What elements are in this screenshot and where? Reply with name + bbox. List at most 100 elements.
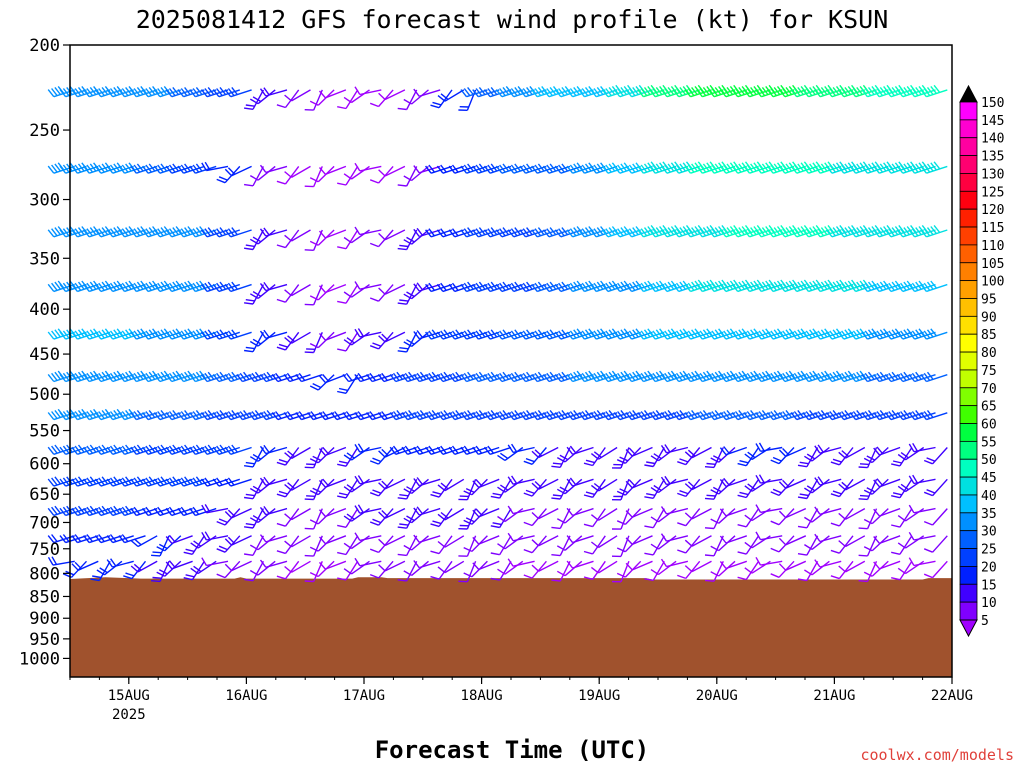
wind-barb: [212, 86, 241, 98]
wind-barb: [566, 477, 594, 487]
wind-barb: [284, 446, 311, 460]
wind-barb: [483, 86, 512, 98]
wind-barb: [437, 478, 465, 492]
wind-barb: [369, 447, 394, 465]
wind-barb: [369, 535, 394, 554]
wind-barb: [923, 535, 948, 553]
wind-barb: [397, 229, 418, 251]
wind-barb: [519, 329, 547, 340]
wind-barb: [151, 535, 170, 557]
wind-barb: [531, 535, 559, 547]
chart-title: 2025081412 GFS forecast wind profile (kt…: [136, 5, 889, 34]
y-tick-label: 500: [29, 385, 60, 405]
wind-barb: [472, 409, 500, 421]
wind-barb: [224, 409, 252, 421]
wind-barb: [309, 560, 335, 578]
wind-barb: [425, 228, 453, 238]
wind-barb: [460, 329, 488, 340]
wind-barb: [490, 508, 512, 529]
wind-barb: [276, 447, 300, 466]
wind-barb: [318, 560, 347, 570]
wind-barb: [224, 477, 252, 487]
y-tick-label: 550: [29, 422, 60, 442]
wind-barb: [130, 163, 158, 174]
wind-barb: [430, 560, 453, 580]
wind-barb: [307, 411, 335, 421]
wind-barb: [830, 478, 854, 498]
colorbar-tick-label: 90: [981, 310, 997, 325]
wind-barb: [318, 89, 347, 99]
colorbar-swatch: [959, 101, 978, 121]
wind-barb: [804, 508, 830, 523]
wind-barb: [448, 409, 476, 421]
wind-barb: [243, 535, 265, 556]
wind-barb: [259, 476, 288, 486]
wind-barb: [430, 535, 453, 555]
wind-barb: [507, 281, 535, 293]
wind-barb: [401, 409, 429, 421]
wind-barb: [425, 164, 453, 174]
wind-barb: [309, 535, 335, 552]
colorbar-swatch: [959, 333, 978, 353]
wind-barb: [507, 505, 535, 515]
wind-barb: [389, 409, 417, 421]
wind-barb: [684, 409, 712, 421]
wind-barb: [337, 535, 359, 556]
wind-barb: [212, 409, 241, 421]
y-tick-label: 600: [29, 455, 60, 475]
wind-barb: [378, 478, 406, 490]
wind-barb: [778, 446, 807, 458]
colorbar-swatch: [959, 351, 978, 371]
x-axis: 15AUG 2025 16AUG 17AUG 18AUG 19AUG 20AUG 21AUG 2…: [69, 677, 973, 723]
wind-barb: [755, 504, 783, 514]
wind-barb: [437, 508, 465, 521]
wind-barb: [118, 476, 146, 487]
wind-barb: [495, 329, 524, 340]
wind-barb: [403, 284, 429, 300]
colorbar-tick-label: 75: [981, 364, 997, 379]
wind-barb: [650, 478, 677, 494]
wind-barb: [830, 447, 854, 466]
wind-barb: [165, 506, 193, 517]
wind-barb: [318, 535, 347, 545]
wind-barb: [354, 475, 382, 485]
y-tick-label: 250: [29, 121, 60, 141]
wind-barb: [343, 508, 370, 522]
wind-barb: [483, 329, 512, 340]
wind-barb: [378, 535, 406, 547]
wind-barb: [249, 89, 276, 105]
wind-barb: [276, 331, 300, 351]
wind-barb: [660, 506, 689, 515]
wind-barb: [283, 372, 311, 383]
wind-barb: [259, 444, 288, 455]
wind-barb: [47, 534, 75, 544]
wind-barb: [94, 505, 123, 517]
wind-barb: [778, 409, 807, 421]
wind-barb: [830, 508, 854, 527]
wind-barb: [413, 165, 441, 174]
wind-barb: [531, 507, 559, 520]
colorbar-swatch: [959, 583, 978, 603]
y-tick-label: 700: [29, 513, 60, 533]
wind-barb: [309, 508, 335, 525]
wind-barb: [677, 560, 701, 580]
y-tick-label: 200: [29, 36, 60, 56]
wind-barb: [897, 478, 925, 493]
wind-barb: [318, 374, 347, 384]
wind-barb: [897, 508, 925, 522]
wind-barb: [425, 371, 453, 383]
wind-barb: [460, 281, 488, 293]
wind-barb: [309, 331, 335, 349]
wind-barb: [873, 507, 901, 517]
wind-barb: [437, 535, 465, 548]
wind-barb: [551, 447, 571, 468]
wind-barb: [354, 504, 382, 514]
wind-barb: [94, 476, 123, 487]
wind-barb: [755, 409, 783, 421]
colorbar-tick-label: 135: [981, 150, 1004, 165]
wind-barb: [923, 508, 948, 526]
wind-barb: [259, 505, 288, 516]
wind-barb: [224, 507, 252, 519]
wind-barb: [583, 447, 606, 467]
wind-barb: [83, 505, 111, 517]
